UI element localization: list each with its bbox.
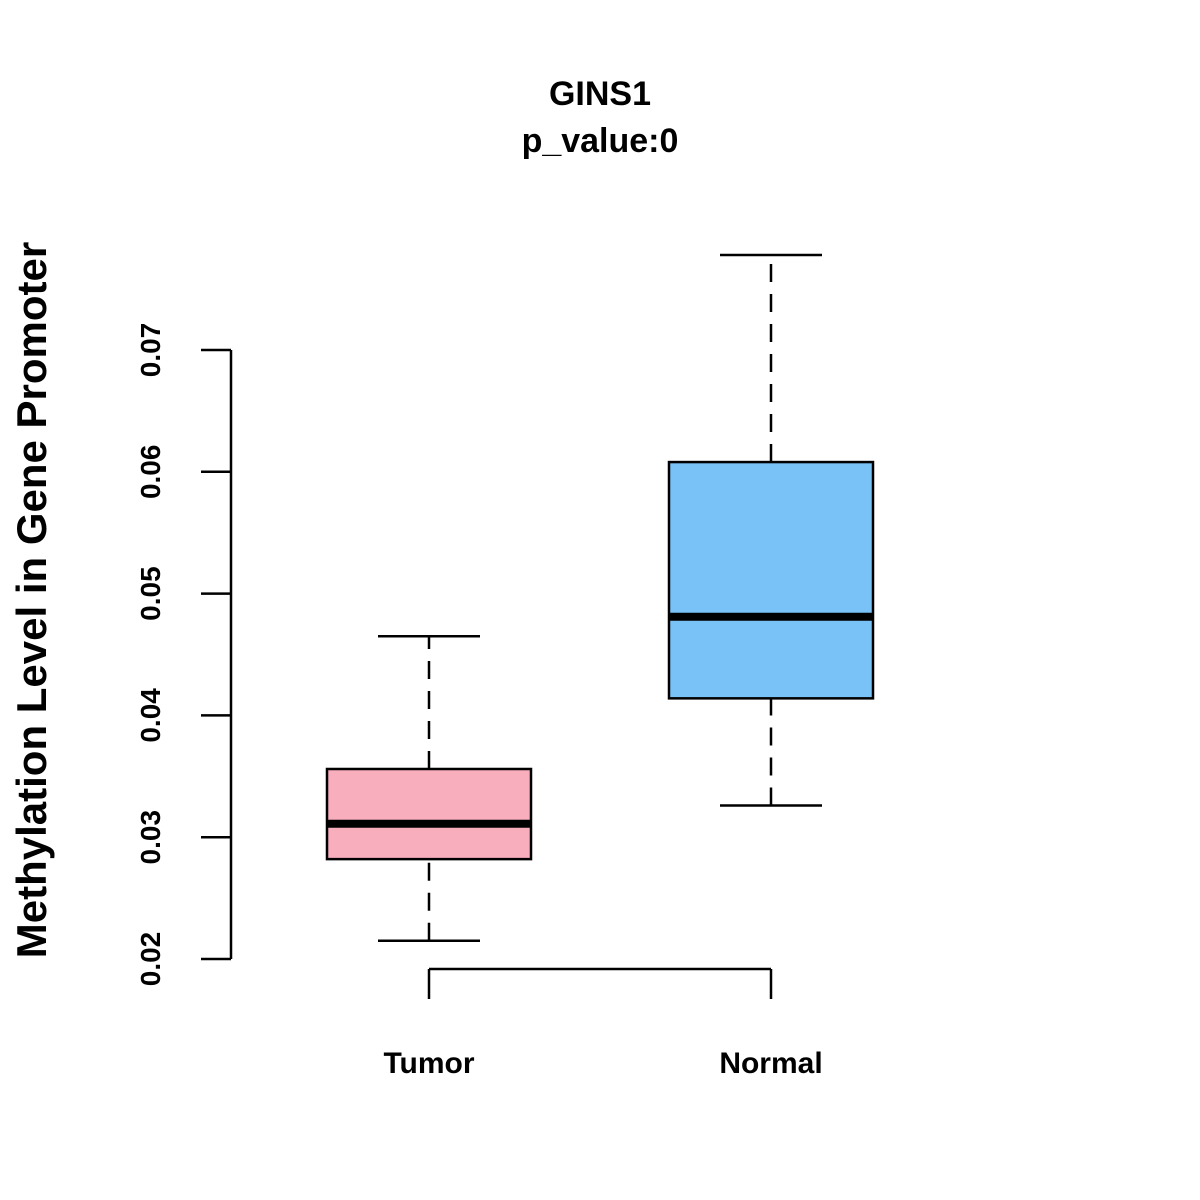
iqr-box	[325, 767, 533, 861]
x-axis: Tumor Normal	[383, 967, 823, 1080]
y-tick-label: 0.03	[135, 810, 166, 865]
chart-subtitle: p_value:0	[522, 122, 679, 160]
chart-title: GINS1	[549, 75, 651, 113]
y-axis: 0.02 0.03 0.04 0.05 0.06 0.07	[135, 323, 233, 987]
iqr-box	[667, 460, 875, 700]
x-tick-label: Normal	[719, 1047, 822, 1080]
y-axis-label: Methylation Level in Gene Promoter	[8, 242, 55, 958]
box-normal	[667, 253, 875, 807]
boxes	[325, 253, 875, 942]
box-tumor	[325, 634, 533, 942]
y-tick-label: 0.04	[135, 688, 166, 743]
y-tick-label: 0.07	[135, 323, 166, 378]
y-tick-label: 0.02	[135, 932, 166, 987]
y-tick-label: 0.05	[135, 566, 166, 621]
x-tick-label: Tumor	[383, 1047, 474, 1080]
y-tick-label: 0.06	[135, 445, 166, 500]
